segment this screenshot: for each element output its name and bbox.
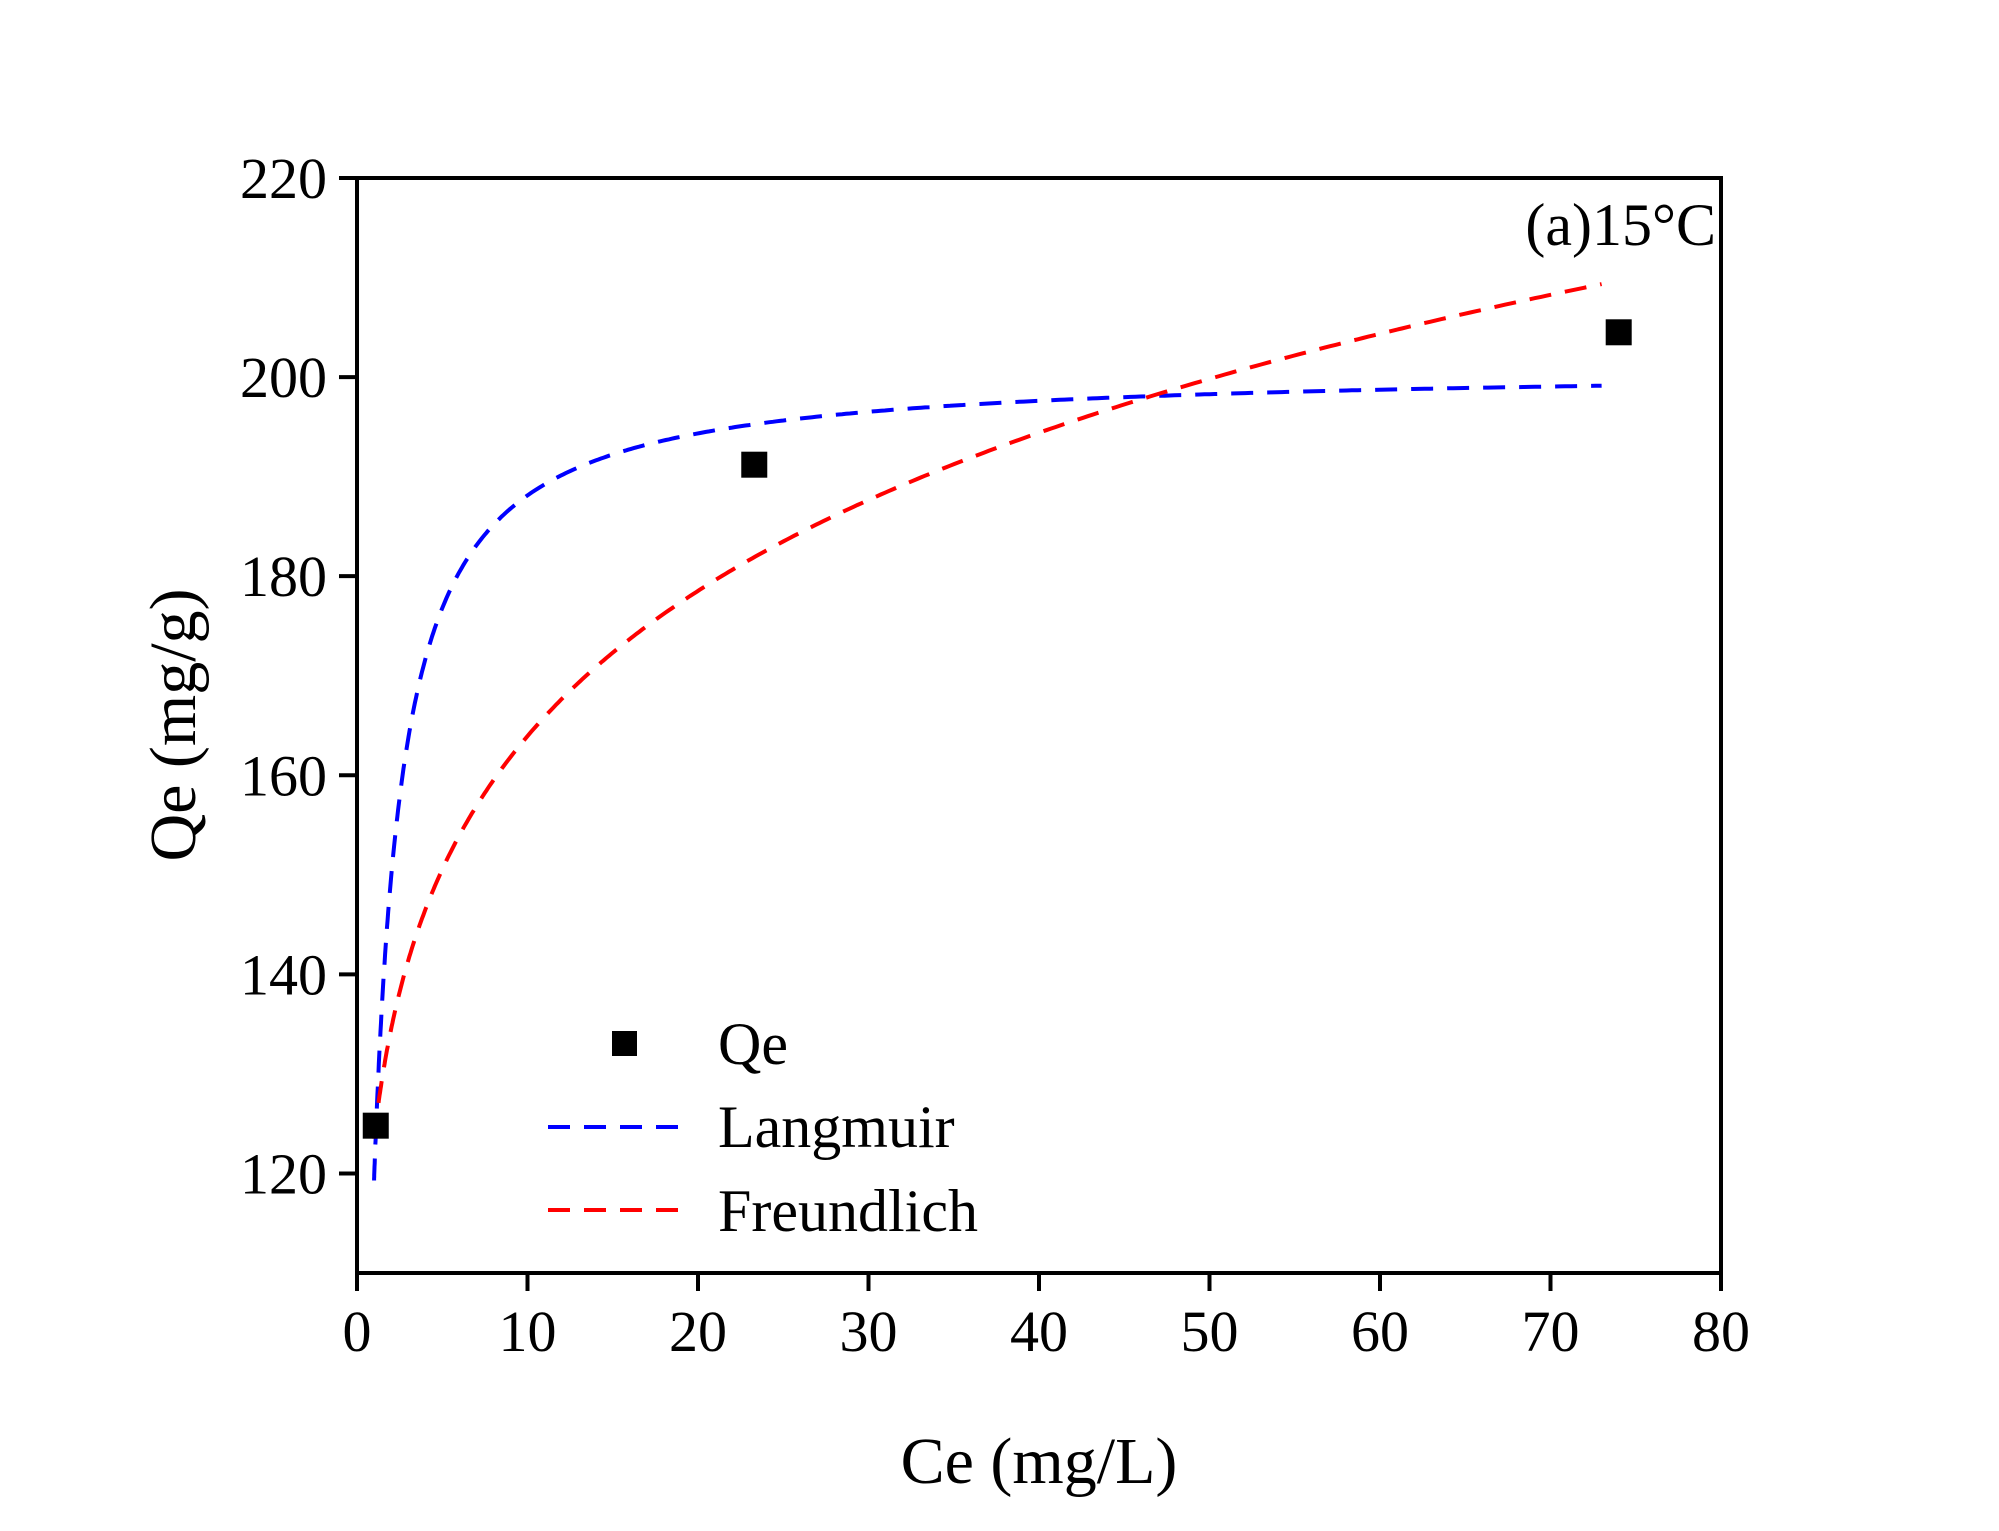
x-tick-label: 50 — [1181, 1299, 1239, 1364]
x-tick-label: 10 — [499, 1299, 557, 1364]
legend-qe-marker — [612, 1031, 637, 1056]
y-tick-label: 120 — [240, 1141, 327, 1206]
legend: Qe Langmuir Freundlich — [548, 1011, 978, 1244]
plot-frame — [355, 176, 1723, 1275]
legend-langmuir-label: Langmuir — [718, 1094, 955, 1160]
curve-freundlich — [372, 282, 1603, 1139]
legend-freundlich-label: Freundlich — [718, 1178, 978, 1244]
x-axis: 0 10 20 30 40 50 60 70 80 — [343, 1273, 1750, 1364]
y-axis: 120 140 160 180 200 220 — [240, 146, 357, 1206]
y-tick-label: 220 — [240, 146, 327, 211]
data-point-qe — [741, 451, 768, 478]
y-tick-label: 180 — [240, 544, 327, 609]
x-tick-label: 20 — [669, 1299, 727, 1364]
panel-annotation: (a)15°C — [1525, 192, 1716, 258]
curve-langmuir — [372, 383, 1602, 1181]
fit-curves — [372, 282, 1603, 1181]
x-tick-label: 40 — [1010, 1299, 1068, 1364]
x-tick-label: 80 — [1692, 1299, 1750, 1364]
y-axis-label: Qe (mg/g) — [137, 588, 210, 861]
y-tick-label: 160 — [240, 743, 327, 808]
data-points — [362, 319, 1632, 1139]
data-point-qe — [1605, 319, 1632, 346]
x-axis-label: Ce (mg/L) — [901, 1425, 1178, 1498]
x-tick-label: 70 — [1522, 1299, 1580, 1364]
data-point-qe — [362, 1112, 389, 1139]
x-tick-label: 0 — [343, 1299, 372, 1364]
x-tick-label: 60 — [1351, 1299, 1409, 1364]
y-tick-label: 140 — [240, 942, 327, 1007]
y-tick-label: 200 — [240, 345, 327, 410]
x-tick-label: 30 — [840, 1299, 898, 1364]
legend-qe-label: Qe — [718, 1011, 788, 1077]
